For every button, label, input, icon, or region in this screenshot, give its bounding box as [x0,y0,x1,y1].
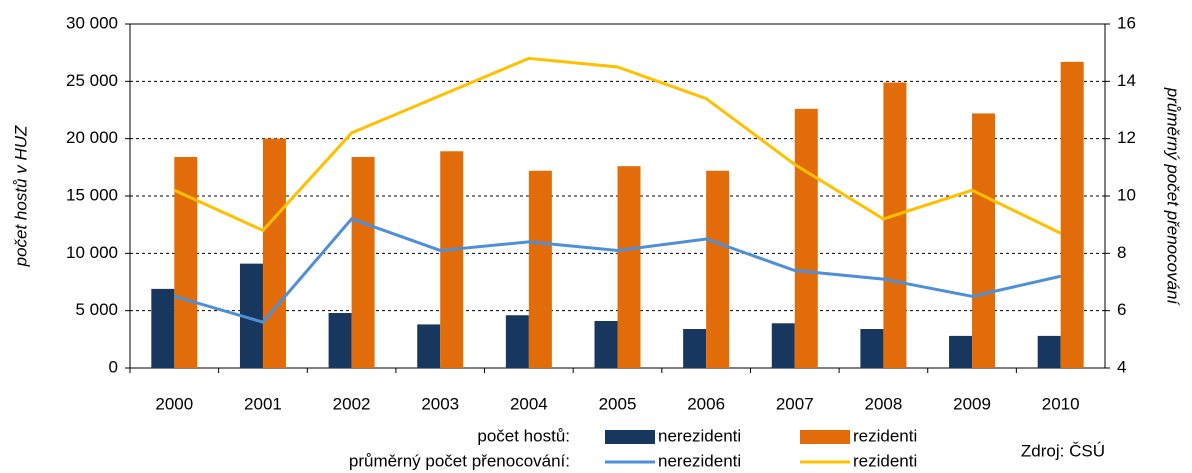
y2-tick-label: 14 [1117,71,1136,90]
y-tick-label: 15 000 [66,185,118,204]
bar [328,312,352,368]
y2-tick-label: 8 [1117,243,1126,262]
x-tick-label: 2003 [421,394,459,413]
legend-label: rezidenti [853,451,917,470]
bar [794,108,818,368]
legend-group-label: počet hostů: [477,426,570,445]
y-tick-label: 25 000 [66,71,118,90]
legend-swatch [800,430,850,444]
legend-label: rezidenti [853,426,917,445]
bar [771,323,795,368]
line [173,56,1062,235]
x-tick-label: 2008 [864,394,902,413]
bar [440,151,464,368]
legend-label: nerezidenti [658,426,741,445]
bar [351,157,375,368]
bar [1037,335,1061,368]
bar [683,329,707,368]
bar [1060,61,1084,369]
x-tick-label: 2000 [155,394,193,413]
bar [151,288,175,368]
y-tick-label: 10 000 [66,243,118,262]
bar [860,329,884,368]
bar [239,263,263,368]
bar [594,320,618,368]
x-tick-label: 2002 [333,394,371,413]
y-tick-label: 20 000 [66,128,118,147]
bar [174,157,198,368]
x-tick-label: 2001 [244,394,282,413]
bar [262,138,286,368]
x-tick-label: 2004 [510,394,548,413]
legend-label: nerezidenti [658,451,741,470]
y2-tick-label: 16 [1117,13,1136,32]
bar [505,315,529,368]
y2-axis-label: průměrný počet přenocování [1164,87,1183,307]
legend-group-label: průměrný počet přenocování: [349,451,570,470]
bar [617,166,641,368]
legend-swatch [605,430,655,444]
y2-tick-label: 4 [1117,357,1126,376]
bar [528,170,552,368]
y2-tick-label: 12 [1117,128,1136,147]
y2-tick-label: 10 [1117,185,1136,204]
x-tick-label: 2005 [599,394,637,413]
source: Zdroj: ČSÚ [1021,441,1105,460]
y-tick-label: 0 [109,357,118,376]
x-tick-label: 2007 [776,394,814,413]
bar [706,170,730,368]
y-tick-label: 30 000 [66,13,118,32]
bar [972,113,996,368]
y-axis-label: počet hostů v HUZ [11,125,30,267]
line [173,217,1062,324]
y-tick-label: 5 000 [75,300,118,319]
x-tick-label: 2009 [953,394,991,413]
x-tick-label: 2010 [1042,394,1080,413]
x-tick-label: 2006 [687,394,725,413]
bar [417,324,441,368]
bar [883,82,907,368]
y2-tick-label: 6 [1117,300,1126,319]
bar [949,335,973,368]
